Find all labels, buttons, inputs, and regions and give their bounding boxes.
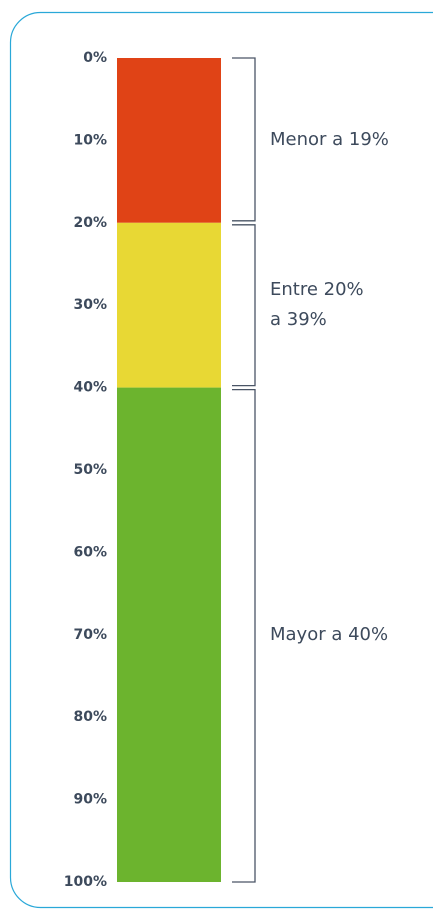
y-tick-label: 80% xyxy=(73,709,107,725)
bracket xyxy=(232,57,256,222)
bar-segment xyxy=(117,387,221,882)
card-border xyxy=(9,11,433,909)
bar-segment xyxy=(117,58,221,223)
y-tick-label: 50% xyxy=(73,462,107,478)
bracket xyxy=(232,224,256,387)
bar-segment xyxy=(117,222,221,388)
y-tick-label: 100% xyxy=(64,874,107,890)
y-tick-label: 40% xyxy=(73,380,107,396)
y-tick-label: 10% xyxy=(73,132,107,148)
segment-label: Entre 20% a 39% xyxy=(270,279,364,331)
segment-label: Mayor a 40% xyxy=(270,623,389,645)
y-tick-label: 90% xyxy=(73,792,107,808)
y-tick-label: 30% xyxy=(73,297,107,313)
y-tick-label: 60% xyxy=(73,544,107,560)
y-tick-label: 20% xyxy=(73,215,107,231)
segment-label: Menor a 19% xyxy=(270,129,389,151)
y-tick-label: 70% xyxy=(73,627,107,643)
bracket xyxy=(232,388,256,883)
y-tick-label: 0% xyxy=(83,50,107,66)
